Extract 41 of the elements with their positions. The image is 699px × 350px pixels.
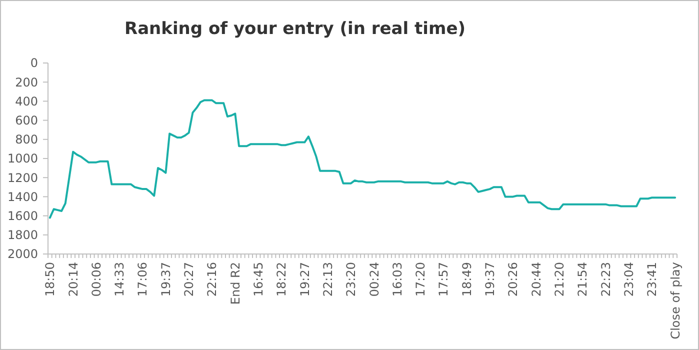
y-tick-label: 2000 — [7, 247, 38, 262]
y-tick-label: 1400 — [7, 190, 38, 204]
x-tick-label: 23:20 — [344, 262, 358, 297]
x-tick-label: 20:26 — [506, 262, 520, 297]
x-tick-label: 16:45 — [252, 262, 266, 297]
x-tick-label: 17:57 — [436, 262, 451, 297]
x-tick-label: 22:13 — [320, 262, 335, 297]
x-tick-label: 17:20 — [414, 262, 428, 297]
x-tick-label: 14:33 — [112, 262, 127, 297]
x-tick-label: 18:22 — [274, 262, 289, 297]
y-tick-label: 1000 — [7, 152, 38, 166]
y-tick-label: 800 — [15, 132, 38, 147]
x-tick-label: 21:20 — [552, 262, 567, 297]
y-tick-label: 0 — [30, 56, 38, 70]
x-tick-label: 00:06 — [89, 262, 104, 297]
y-tick-label: 1200 — [7, 170, 38, 185]
x-tick-label: 18:50 — [43, 262, 58, 297]
y-tick-label: 200 — [15, 75, 38, 90]
x-tick-label: 19:37 — [483, 262, 498, 297]
line-series — [48, 99, 676, 219]
x-tick-label: 20:14 — [66, 262, 80, 297]
x-tick-label: Close of play — [668, 262, 682, 340]
x-tick-label: 20:27 — [182, 262, 196, 297]
x-tick-label: 18:49 — [460, 262, 474, 297]
x-tick-label: 20:44 — [529, 262, 544, 297]
x-tick-label: 19:37 — [158, 262, 173, 297]
chart-title: Ranking of your entry (in real time) — [124, 19, 466, 39]
x-tick-label: 17:06 — [136, 262, 150, 297]
x-tick-label: 22:16 — [205, 262, 220, 297]
y-tick-label: 1600 — [7, 209, 38, 223]
x-tick-label: 23:41 — [645, 262, 660, 297]
x-tick-label: 22:23 — [598, 262, 613, 297]
x-tick-label: End R2 — [228, 262, 242, 305]
y-tick-label: 600 — [15, 114, 38, 128]
x-tick-label: 21:54 — [576, 262, 590, 297]
x-tick-label: 00:24 — [367, 262, 382, 297]
x-tick-label: 19:27 — [298, 262, 312, 297]
x-tick-label: 23:04 — [622, 262, 636, 297]
y-tick-label: 1800 — [7, 228, 38, 242]
y-tick-label: 400 — [15, 94, 38, 108]
x-tick-label: 16:03 — [390, 262, 404, 297]
